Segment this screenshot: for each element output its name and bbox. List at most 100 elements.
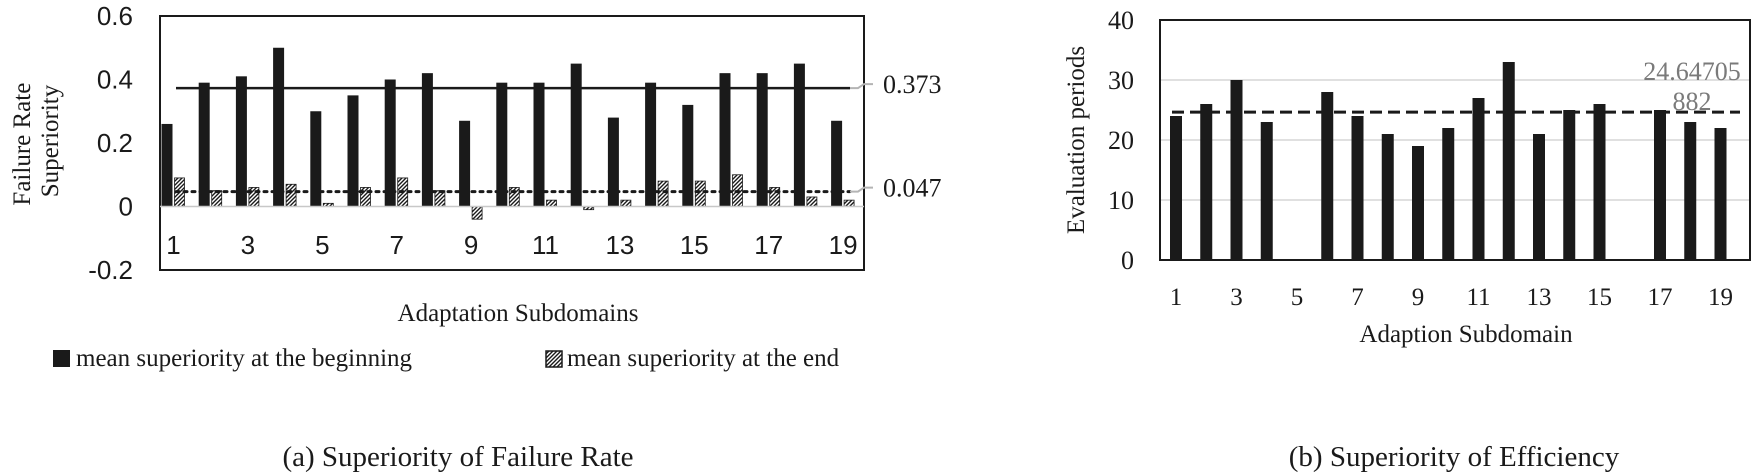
y-tick-label: 40 xyxy=(1108,6,1134,35)
y-tick-label: 0 xyxy=(119,192,133,222)
bar-beginning xyxy=(384,79,396,207)
callout-leader xyxy=(850,186,873,193)
bar-beginning xyxy=(496,82,508,207)
bar-end xyxy=(620,199,632,207)
caption-b: (b) Superiority of Efficiency xyxy=(1289,441,1620,473)
bar-end xyxy=(694,180,706,207)
bar-beginning xyxy=(310,111,322,207)
bar xyxy=(1170,116,1182,260)
bar-beginning xyxy=(793,63,805,207)
bar xyxy=(1684,122,1697,260)
y-tick-labels: 0 10 20 30 40 xyxy=(1108,6,1134,275)
bar-end xyxy=(285,183,297,207)
plot-area-frame xyxy=(1159,19,1751,261)
bar xyxy=(1200,104,1213,260)
legend-label-beginning: mean superiority at the beginning xyxy=(76,345,413,372)
x-tick-label: 11 xyxy=(1466,284,1490,311)
y-axis-label-line-2: Superiority xyxy=(37,84,64,197)
bar-end xyxy=(471,206,483,220)
x-tick-label: 5 xyxy=(1291,284,1304,311)
legend-swatch-beginning xyxy=(53,350,70,367)
bar-beginning xyxy=(756,73,768,207)
bar xyxy=(1230,80,1243,260)
reference-lines: 0.373 0.047 xyxy=(160,70,942,208)
bar xyxy=(1381,134,1394,260)
x-tick-labels: 1 3 5 7 9 11 13 15 17 19 xyxy=(1170,284,1733,311)
bars xyxy=(161,47,855,220)
bar-end xyxy=(546,199,557,207)
bar xyxy=(1260,122,1273,260)
y-tick-label: -0.2 xyxy=(88,255,133,285)
bar-end xyxy=(843,199,855,207)
bar-beginning xyxy=(161,123,173,207)
bar-end xyxy=(657,180,669,207)
bar xyxy=(1714,128,1727,260)
x-tick-label: 15 xyxy=(680,230,709,260)
y-tick-label: 0.2 xyxy=(97,128,133,158)
x-axis-label: Adaption Subdomain xyxy=(1359,321,1573,348)
bar-beginning xyxy=(682,104,694,207)
bar xyxy=(1563,110,1576,260)
callout-leader xyxy=(850,83,873,90)
legend-swatch-end xyxy=(545,350,563,368)
x-tick-label: 9 xyxy=(1412,284,1425,311)
mean-line-label: 24.64705 882 xyxy=(1643,57,1741,116)
bar-beginning xyxy=(198,82,210,207)
x-tick-label: 17 xyxy=(754,230,783,260)
x-tick-label: 15 xyxy=(1587,284,1612,311)
x-tick-label: 19 xyxy=(1708,284,1733,311)
legend: mean superiority at the beginning mean s… xyxy=(53,345,840,372)
bar xyxy=(1533,134,1545,260)
mean-line-label: 0.373 xyxy=(883,70,942,99)
x-tick-label: 1 xyxy=(1170,284,1183,311)
y-tick-label: 10 xyxy=(1108,186,1134,215)
bar-beginning xyxy=(570,63,582,207)
bar-beginning xyxy=(347,95,359,207)
x-tick-label: 7 xyxy=(1351,284,1364,311)
bar-end xyxy=(806,196,818,207)
bar xyxy=(1321,92,1334,260)
x-tick-label: 5 xyxy=(315,230,329,260)
bars xyxy=(1170,62,1727,260)
y-tick-label: 20 xyxy=(1108,126,1134,155)
y-tick-label: 0.4 xyxy=(97,65,133,95)
bar-beginning xyxy=(831,120,843,207)
caption-a: (a) Superiority of Failure Rate xyxy=(282,441,633,473)
x-tick-label: 19 xyxy=(829,230,858,260)
y-tick-label: 30 xyxy=(1108,66,1134,95)
y-axis-label: Failure Rate Superiority xyxy=(9,76,64,205)
x-tick-label: 13 xyxy=(605,230,634,260)
y-axis-label-line-1: Failure Rate xyxy=(9,83,36,206)
x-tick-label: 9 xyxy=(464,230,478,260)
bar-beginning xyxy=(645,82,657,207)
gridlines xyxy=(1160,79,1750,201)
bar-beginning xyxy=(459,120,471,207)
bar xyxy=(1351,116,1364,260)
bar xyxy=(1502,62,1515,260)
y-tick-labels: -0.2 0 0.2 0.4 0.6 xyxy=(88,1,133,285)
bar-beginning xyxy=(273,47,285,207)
x-axis-label: Adaptation Subdomains xyxy=(398,300,639,327)
x-tick-label: 17 xyxy=(1648,284,1673,311)
mean-line-label-line: 24.64705 xyxy=(1643,57,1741,86)
mean-line-label-line: 882 xyxy=(1673,87,1712,116)
y-tick-label: 0.6 xyxy=(97,1,133,31)
x-tick-label: 13 xyxy=(1527,284,1552,311)
x-tick-label: 11 xyxy=(532,230,559,260)
mean-line-label: 0.047 xyxy=(883,174,942,203)
bar-beginning xyxy=(235,76,247,207)
y-axis-label: Evaluation periods xyxy=(1063,46,1090,234)
bar xyxy=(1472,98,1485,260)
x-tick-label: 1 xyxy=(166,230,180,260)
bar-beginning xyxy=(421,73,433,207)
x-tick-label: 3 xyxy=(1230,284,1243,311)
bar-beginning xyxy=(533,82,545,207)
legend-label-end: mean superiority at the end xyxy=(567,345,840,372)
reference-lines: 24.64705 882 xyxy=(1172,57,1741,116)
plot-area-frame xyxy=(159,15,865,271)
x-tick-labels: 1 3 5 7 9 11 13 15 17 19 xyxy=(166,230,857,260)
y-tick-label: 0 xyxy=(1121,246,1134,275)
